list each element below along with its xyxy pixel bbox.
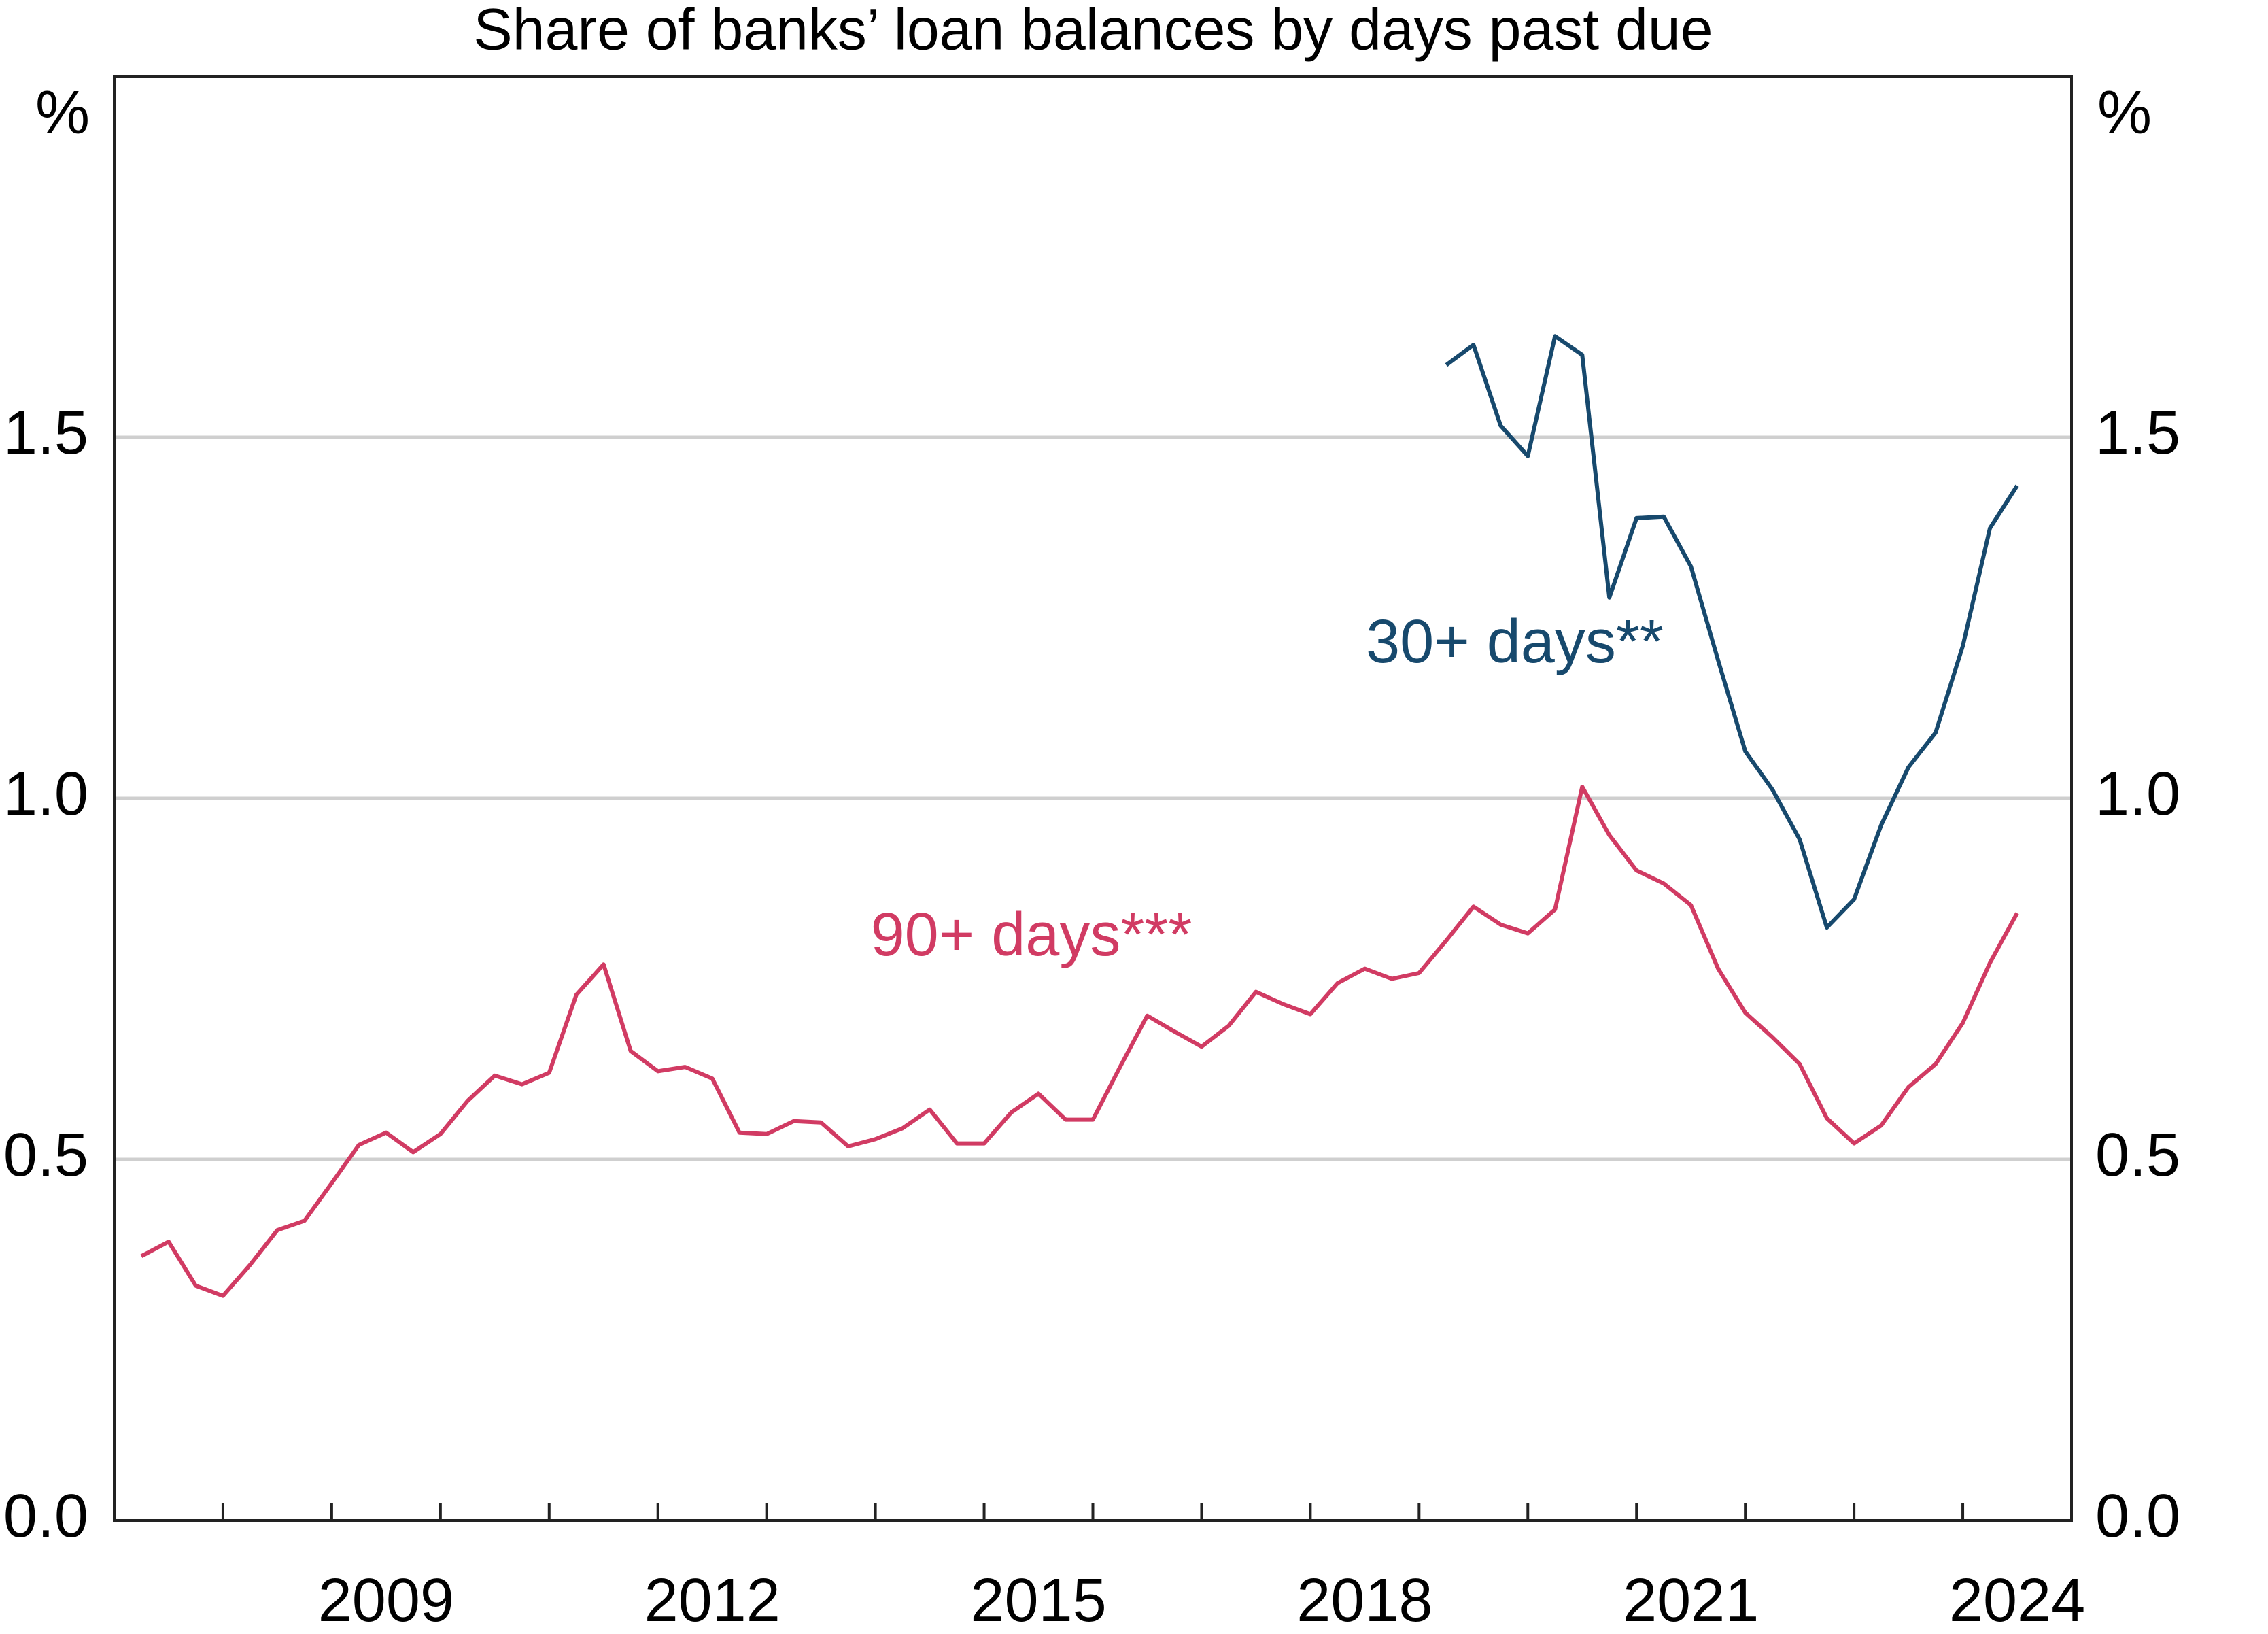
y-tick-label: 0.5 [3, 1121, 88, 1189]
x-tick-label: 2021 [1623, 1567, 1759, 1634]
data-line [1445, 334, 2019, 930]
y2-tick-label: 0.0 [2095, 1482, 2180, 1550]
x-tick-label: 2012 [645, 1567, 780, 1634]
y-tick-label: 0.0 [3, 1482, 88, 1550]
y-tick-label: 1.5 [3, 399, 88, 467]
data-line [140, 785, 2019, 1298]
y2-tick-label: 1.5 [2095, 399, 2180, 467]
x-tick-label: 2015 [970, 1567, 1106, 1634]
x-tick-label: 2024 [1949, 1567, 2085, 1634]
y-axis-unit: % [35, 79, 90, 147]
y2-tick-label: 1.0 [2095, 760, 2180, 828]
chart-title: Share of banks’ loan balances by days pa… [473, 0, 1713, 63]
y2-axis-unit: % [2097, 79, 2152, 147]
y2-tick-label: 0.5 [2095, 1121, 2180, 1189]
series-label: 30+ days** [1366, 608, 1664, 676]
y-tick-label: 1.0 [3, 760, 88, 828]
x-tick-label: 2018 [1296, 1567, 1432, 1634]
series-label: 90+ days*** [871, 901, 1192, 969]
x-tick-label: 2009 [318, 1567, 454, 1634]
